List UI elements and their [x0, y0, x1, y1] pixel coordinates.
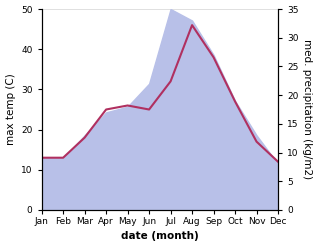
X-axis label: date (month): date (month) [121, 231, 199, 242]
Y-axis label: max temp (C): max temp (C) [5, 74, 16, 145]
Y-axis label: med. precipitation (kg/m2): med. precipitation (kg/m2) [302, 40, 313, 180]
